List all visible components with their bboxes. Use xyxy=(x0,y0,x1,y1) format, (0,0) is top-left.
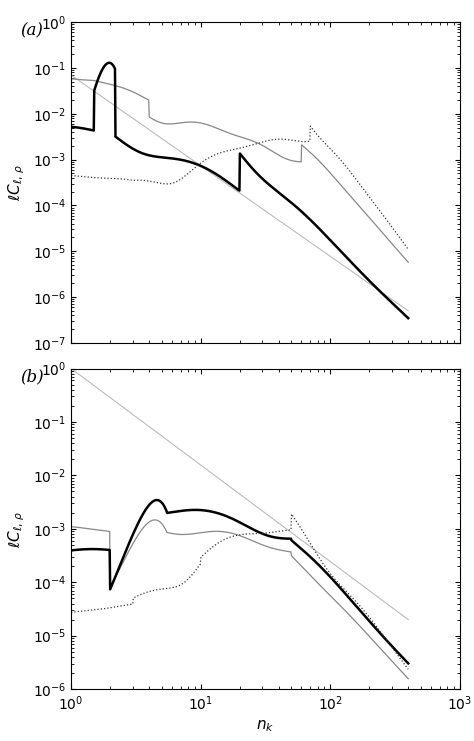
Text: (a): (a) xyxy=(20,22,44,39)
Text: (b): (b) xyxy=(20,368,44,385)
Y-axis label: $\ell C_{\ell,\,\rho}$: $\ell C_{\ell,\,\rho}$ xyxy=(7,510,27,548)
Y-axis label: $\ell C_{\ell,\,\rho}$: $\ell C_{\ell,\,\rho}$ xyxy=(7,164,27,202)
X-axis label: $n_k$: $n_k$ xyxy=(256,718,274,734)
